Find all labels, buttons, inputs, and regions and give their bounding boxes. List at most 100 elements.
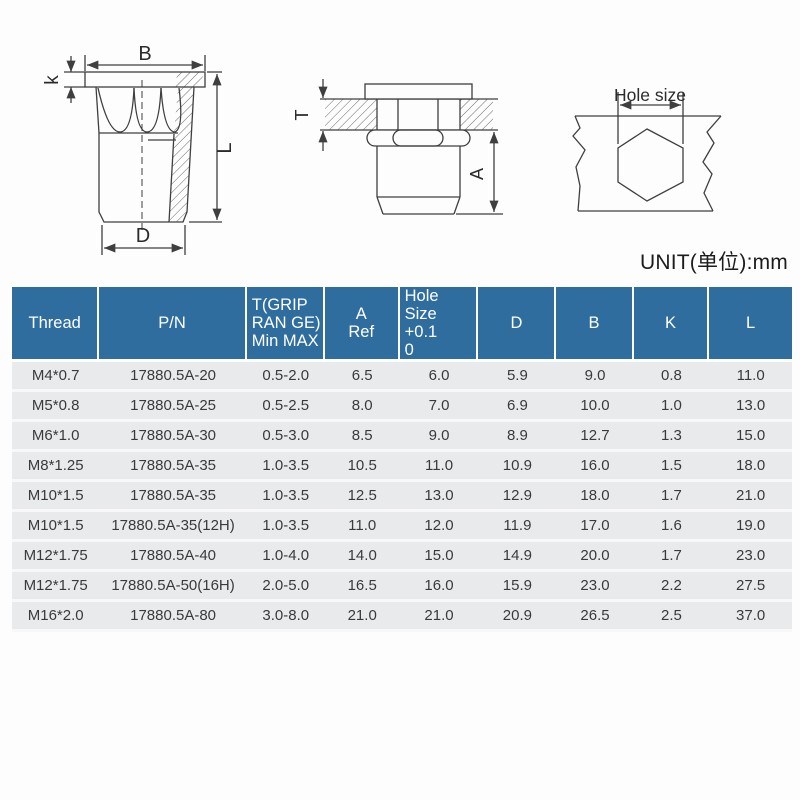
table-cell: 17880.5A-35 <box>99 452 247 482</box>
dim-label-T: T <box>295 110 312 121</box>
table-cell: 1.5 <box>633 452 710 482</box>
table-cell: 23.0 <box>556 572 634 602</box>
table-cell: 27.5 <box>709 572 792 602</box>
table-cell: 10.9 <box>478 452 557 482</box>
table-row: M10*1.5 17880.5A-35 1.0-3.5 12.5 13.0 12.9 18.… <box>12 482 792 512</box>
column-header-pn: P/N <box>99 287 247 362</box>
torn-edge-left <box>572 115 586 212</box>
table-cell: 1.6 <box>633 512 710 542</box>
bulge-outer <box>366 129 471 147</box>
table-cell: 10.0 <box>556 392 634 422</box>
table-row: M10*1.5 17880.5A-35(12H) 1.0-3.5 11.0 12.0 11… <box>12 512 792 542</box>
column-header-thread: Thread <box>12 287 100 362</box>
table-cell: 8.9 <box>478 422 557 452</box>
table-cell: 15.0 <box>709 422 792 452</box>
table-cell: 15.9 <box>478 572 557 602</box>
rivet-head <box>364 83 473 100</box>
table-cell: 19.0 <box>709 512 792 542</box>
hole-size-label: Hole size <box>614 85 686 105</box>
table-cell: 0.5-3.0 <box>246 422 325 452</box>
table-cell: 16.0 <box>556 452 634 482</box>
table-cell: 18.0 <box>556 482 634 512</box>
table-row: M12*1.75 17880.5A-40 1.0-4.0 14.0 15.0 14.9 20… <box>12 542 792 572</box>
table-cell: 1.0-3.5 <box>246 452 325 482</box>
table-cell: 17880.5A-20 <box>99 362 247 392</box>
column-header-hole-size: Hole Size +0.1 0 <box>399 287 479 362</box>
plate-hatch-right <box>460 99 493 130</box>
table-cell: 1.0 <box>633 392 710 422</box>
plate-hatch-left <box>325 99 377 130</box>
table-cell: 9.0 <box>399 422 479 452</box>
column-header-k: K <box>633 287 710 362</box>
table-cell: 11.0 <box>399 452 479 482</box>
table-cell: 23.0 <box>709 542 792 572</box>
table-row: M5*0.8 17880.5A-25 0.5-2.5 8.0 7.0 6.9 10.0 1.0… <box>12 392 792 422</box>
table-cell: 1.7 <box>633 482 710 512</box>
table-cell: 7.0 <box>399 392 479 422</box>
table-cell: 6.0 <box>399 362 479 392</box>
table-row: M12*1.75 17880.5A-50(16H) 2.0-5.0 16.5 16.0 1… <box>12 572 792 602</box>
table-cell: 20.0 <box>556 542 634 572</box>
table-cell: 1.0-4.0 <box>246 542 325 572</box>
column-header-a-ref: A Ref <box>324 287 400 362</box>
table-cell: 8.5 <box>324 422 400 452</box>
table-cell: 6.5 <box>324 362 400 392</box>
table-cell: 11.0 <box>709 362 792 392</box>
table-cell: 15.0 <box>399 542 479 572</box>
table-cell: 1.0-3.5 <box>246 482 325 512</box>
dim-label-L: L <box>214 142 236 153</box>
table-cell: 21.0 <box>709 482 792 512</box>
table-cell: 37.0 <box>709 602 792 632</box>
table-cell: 21.0 <box>399 602 479 632</box>
table-cell: 3.0-8.0 <box>246 602 325 632</box>
table-cell: 17880.5A-35(12H) <box>99 512 247 542</box>
column-header-t-grip-range: T(GRIP RAN GE) Min MAX <box>246 287 325 362</box>
table-cell: 1.7 <box>633 542 710 572</box>
table-cell: 6.9 <box>478 392 557 422</box>
table-cell: 17880.5A-25 <box>99 392 247 422</box>
table-row: M6*1.0 17880.5A-30 0.5-3.0 8.5 9.0 8.9 12.7 1.3… <box>12 422 792 452</box>
spec-table-header-row: Thread P/N T(GRIP RAN GE) Min MAX A Ref Hole Si… <box>12 287 792 362</box>
spec-table: Thread P/N T(GRIP RAN GE) Min MAX A Ref Hole Si… <box>12 287 792 632</box>
table-cell: 17880.5A-40 <box>99 542 247 572</box>
table-cell: 5.9 <box>478 362 557 392</box>
table-cell: M12*1.75 <box>12 572 100 602</box>
table-cell: M5*0.8 <box>12 392 100 422</box>
dim-label-B: B <box>138 43 151 65</box>
table-cell: 0.8 <box>633 362 710 392</box>
table-cell: 17880.5A-80 <box>99 602 247 632</box>
table-cell: M10*1.5 <box>12 512 100 542</box>
unit-note: UNIT(单位):mm <box>639 251 788 274</box>
table-cell: 21.0 <box>324 602 400 632</box>
spec-table-body: M4*0.7 17880.5A-20 0.5-2.0 6.5 6.0 5.9 9.0 0.8 1… <box>12 362 792 632</box>
column-header-b: B <box>556 287 634 362</box>
table-cell: 13.0 <box>709 392 792 422</box>
table-cell: 2.5 <box>633 602 710 632</box>
dim-label-k: k <box>42 75 63 85</box>
table-cell: 1.0-3.5 <box>246 512 325 542</box>
table-cell: M16*2.0 <box>12 602 100 632</box>
table-row: M8*1.25 17880.5A-35 1.0-3.5 10.5 11.0 10.9 16.… <box>12 452 792 482</box>
table-cell: M12*1.75 <box>12 542 100 572</box>
table-row: M4*0.7 17880.5A-20 0.5-2.0 6.5 6.0 5.9 9.0 0.8 1… <box>12 362 792 392</box>
rivet-nut-side-view-diagram: B k L D <box>28 22 258 267</box>
table-cell: 9.0 <box>556 362 634 392</box>
table-cell: M6*1.0 <box>12 422 100 452</box>
dim-label-D: D <box>136 225 150 247</box>
column-header-l: L <box>709 287 792 362</box>
table-cell: 12.9 <box>478 482 557 512</box>
table-cell: 17880.5A-50(16H) <box>99 572 247 602</box>
table-cell: 12.5 <box>324 482 400 512</box>
flange-outline <box>84 71 206 88</box>
table-cell: 2.0-5.0 <box>246 572 325 602</box>
bulge-inner <box>392 129 444 147</box>
table-cell: M8*1.25 <box>12 452 100 482</box>
table-cell: 0.5-2.5 <box>246 392 325 422</box>
table-cell: 17.0 <box>556 512 634 542</box>
table-cell: 14.9 <box>478 542 557 572</box>
table-cell: 8.0 <box>324 392 400 422</box>
table-cell: 10.5 <box>324 452 400 482</box>
table-cell: 11.9 <box>478 512 557 542</box>
hexagon-hole <box>617 128 684 202</box>
table-cell: 14.0 <box>324 542 400 572</box>
